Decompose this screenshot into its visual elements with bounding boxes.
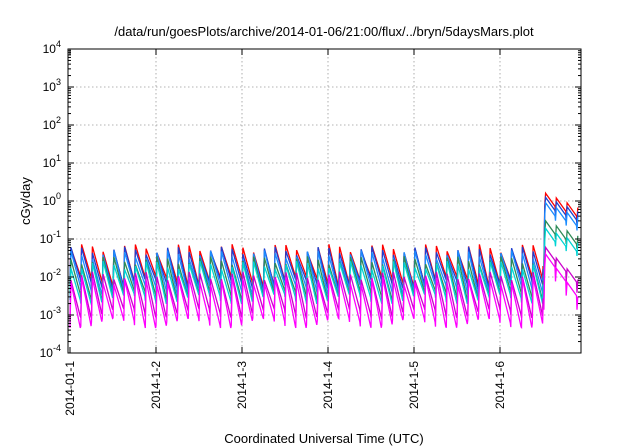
- y-tick-label: 10-3: [40, 305, 61, 322]
- y-tick-label: 101: [43, 153, 61, 170]
- y-tick-base: 10: [43, 118, 57, 132]
- y-tick-label: 100: [43, 191, 61, 208]
- x-tick-labels: 2014-01-1 2014-1-2 2014-1-3 2014-1-4 2014-1-…: [63, 361, 507, 416]
- y-tick-exponent: -1: [53, 229, 61, 239]
- series-line-7: [69, 252, 579, 330]
- y-tick-exponent: 2: [56, 115, 61, 125]
- y-tick-base: 10: [40, 308, 54, 322]
- chart-title: /data/run/goesPlots/archive/2014-01-06/2…: [114, 24, 534, 39]
- y-tick-base: 10: [43, 194, 57, 208]
- y-tick-label: 10-1: [40, 229, 61, 246]
- y-tick-exponent: 3: [56, 77, 61, 87]
- y-tick-base: 10: [40, 270, 54, 284]
- y-tick-exponent: -4: [53, 343, 61, 353]
- y-tick-exponent: -2: [53, 267, 61, 277]
- y-axis-label: cGy/day: [18, 177, 33, 225]
- y-tick-base: 10: [43, 80, 57, 94]
- x-tick-label: 2014-01-1: [63, 361, 77, 416]
- x-tick-label: 2014-1-3: [235, 361, 249, 409]
- y-tick-label: 102: [43, 115, 61, 132]
- y-tick-base: 10: [43, 42, 57, 56]
- y-tick-base: 10: [40, 346, 54, 360]
- y-tick-label: 103: [43, 77, 61, 94]
- y-tick-label: 10-2: [40, 267, 61, 284]
- x-tick-label: 2014-1-2: [149, 361, 163, 409]
- x-tick-label: 2014-1-5: [407, 361, 421, 409]
- y-tick-exponent: 4: [56, 39, 61, 49]
- y-tick-exponent: -3: [53, 305, 61, 315]
- x-tick-label: 2014-1-4: [321, 361, 335, 409]
- ticks: [68, 48, 581, 354]
- y-tick-base: 10: [40, 232, 54, 246]
- series-group: [69, 191, 579, 330]
- y-tick-exponent: 0: [56, 191, 61, 201]
- y-tick-label: 104: [43, 39, 61, 56]
- y-tick-exponent: 1: [56, 153, 61, 163]
- y-tick-label: 10-4: [40, 343, 61, 360]
- y-tick-base: 10: [43, 156, 57, 170]
- x-tick-label: 2014-1-6: [493, 361, 507, 409]
- x-axis-label: Coordinated Universal Time (UTC): [224, 431, 423, 446]
